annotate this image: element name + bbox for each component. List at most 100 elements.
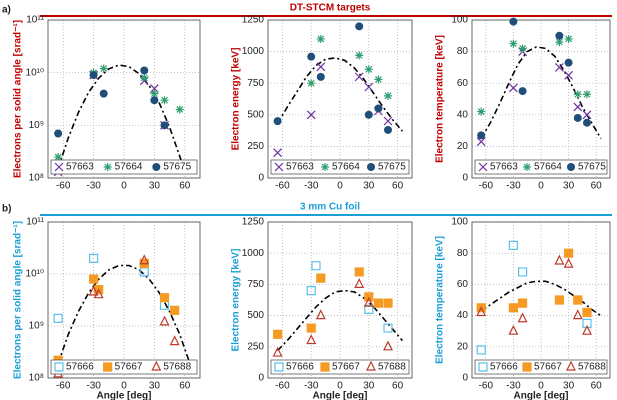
data-point [564,248,574,258]
data-point [509,17,518,26]
data-point [273,148,283,158]
x-tick-label: 60 [392,181,404,192]
legend-label: 57688 [578,362,606,373]
x-tick-label: 0 [121,181,127,192]
panel-label: a) [2,5,11,16]
x-tick-label: 60 [591,381,603,392]
data-point [316,34,325,43]
y-tick-label: 10⁹ [29,120,44,131]
data-point [383,323,393,333]
y-tick-label: 10¹¹ [26,15,44,26]
data-point [573,102,583,112]
data-point [316,72,325,81]
data-point [160,121,169,130]
y-tick-label: 40 [457,310,469,321]
data-point [354,278,365,288]
x-tick-label: 30 [149,181,161,192]
data-point [508,83,518,93]
legend-label: 57675 [163,162,191,173]
data-point [518,44,527,53]
data-point [354,72,364,82]
data-point [354,267,364,277]
plot-frame [471,19,611,179]
data-point [518,87,527,96]
x-tick-label: 30 [563,181,575,192]
data-point [364,82,374,92]
data-point [54,153,63,162]
data-point [373,298,383,308]
panel-label: b) [2,204,11,215]
legend-label: 57666 [286,362,314,373]
legend-marker [321,163,329,171]
y-tick-label: 10¹¹ [26,217,44,228]
x-tick-label: 30 [563,381,575,392]
legend-marker [274,162,284,172]
legend-box [474,159,608,175]
x-axis-label: Angle [deg] [313,391,368,400]
data-point [169,335,180,346]
data-point [272,346,283,357]
legend-marker [320,362,330,372]
data-point [170,305,180,315]
data-point [89,274,99,284]
x-tick-label: 30 [363,381,375,392]
y-tick-label: 60 [457,78,469,89]
data-point [476,306,487,317]
data-point [517,312,528,323]
data-point [508,240,518,250]
y-tick-label: 10⁸ [29,173,44,184]
data-point [555,31,564,40]
data-point [89,253,99,263]
data-point [374,75,383,84]
y-tick-label: 100 [451,15,468,26]
data-point [573,113,582,122]
data-point [175,105,184,114]
y-tick-label: 0 [258,173,264,184]
section-title: DT-STCM targets [290,3,371,14]
legend-label: 57688 [163,362,191,373]
y-tick-label: 500 [247,310,264,321]
data-point [140,66,149,75]
x-tick-label: -60 [275,181,290,192]
data-point [89,71,98,80]
data-point [159,315,170,326]
fit-curve [57,64,186,173]
x-tick-label: 0 [337,381,343,392]
data-point [307,79,316,88]
legend-label: 57688 [378,362,406,373]
y-tick-label: 100 [451,217,468,228]
x-tick-label: 30 [363,181,375,192]
legend-label: 57675 [378,162,406,173]
data-point [583,90,591,99]
legend-marker [367,163,375,171]
y-tick-label: 60 [457,279,469,290]
data-point [355,51,364,60]
x-tick-label: 60 [179,181,191,192]
data-point [508,324,519,335]
plot-frame [47,221,201,379]
x-axis-label: Angle [deg] [97,391,152,400]
x-tick-label: -60 [56,181,71,192]
y-tick-label: 750 [247,279,264,290]
data-point [477,131,486,140]
data-point [573,295,583,305]
y-tick-label: 40 [457,109,469,120]
data-point [476,345,486,355]
data-point [99,64,108,73]
data-point [583,118,591,127]
data-point [160,96,169,105]
data-point [384,91,392,100]
data-point [555,38,564,47]
legend-marker [522,362,532,372]
y-tick-label: 80 [457,46,469,57]
data-point [150,96,159,105]
y-tick-label: 250 [247,141,264,152]
y-axis-label: Electrons per solid angle [srad⁻¹] [13,20,24,178]
data-point [273,117,282,126]
legend-label: 57666 [66,362,94,373]
x-tick-label: 60 [392,381,404,392]
data-point [518,267,528,277]
x-tick-label: -60 [479,381,494,392]
x-tick-label: -30 [506,181,521,192]
